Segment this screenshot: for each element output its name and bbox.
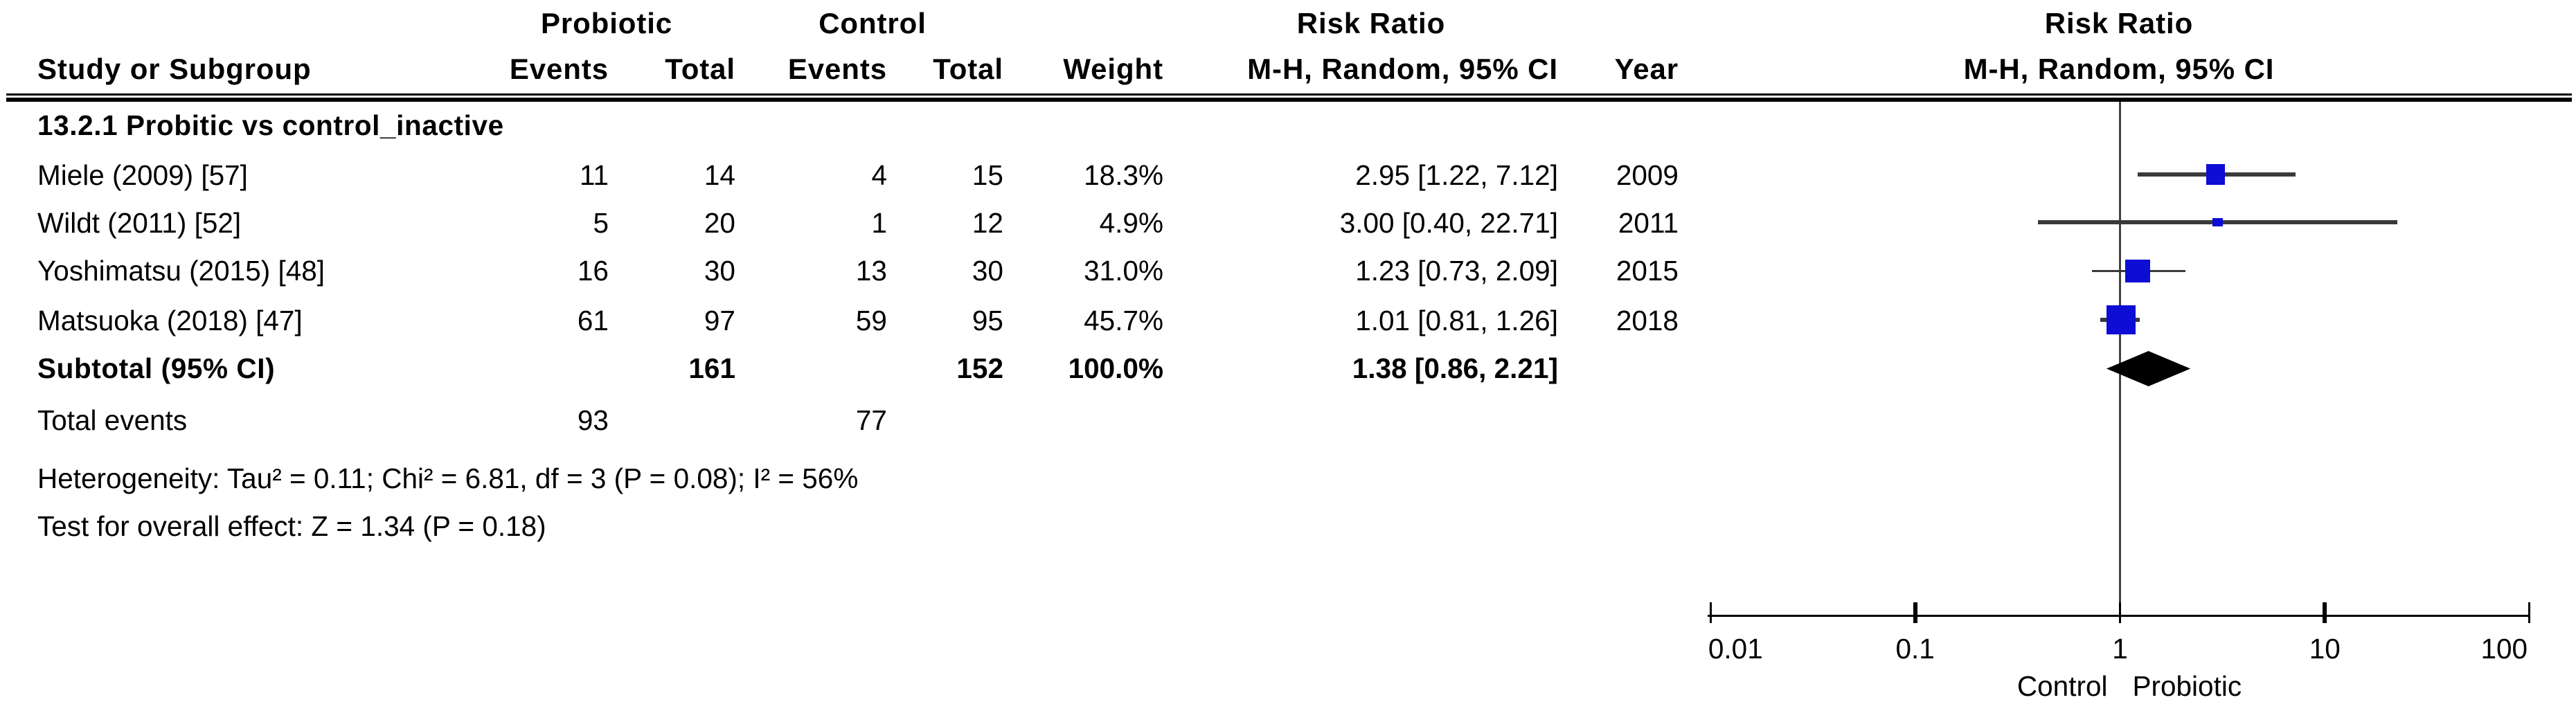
total2-cell: 12 (972, 206, 1003, 238)
total2-cell: 15 (972, 159, 1003, 190)
col-header-effect-title: Risk Ratio (1296, 6, 1446, 39)
effect-square (2212, 217, 2223, 227)
total2-cell: 30 (972, 255, 1003, 287)
axis-tick-label: 0.1 (1895, 633, 1935, 665)
axis-right-label: Probiotic (2132, 671, 2242, 702)
ci-text-cell: 3.00 [0.40, 22.71] (1339, 206, 1558, 238)
heterogeneity-text: Heterogeneity: Tau² = 0.11; Chi² = 6.81,… (37, 462, 859, 494)
total1-cell: 30 (704, 255, 735, 287)
axis-tick (2528, 601, 2532, 622)
col-header-total2: Total (933, 52, 1003, 85)
null-effect-line (2118, 101, 2122, 615)
ci-text-cell: 1.01 [0.81, 1.26] (1355, 304, 1558, 336)
total-events-group2: 77 (855, 405, 887, 436)
subtotal-total2: 152 (956, 352, 1003, 384)
col-header-events1: Events (509, 52, 609, 85)
col-header-events2: Events (787, 52, 887, 85)
total-events-group1: 93 (577, 405, 609, 436)
events1-cell: 16 (577, 255, 609, 287)
events2-cell: 1 (871, 206, 887, 238)
header-divider-line (6, 92, 2572, 102)
year-cell: 2011 (1618, 206, 1679, 238)
plot-header-effect-subtitle: M-H, Random, 95% CI (1963, 52, 2275, 85)
axis-tick-label: 10 (2309, 633, 2341, 665)
col-header-effect-subtitle: M-H, Random, 95% CI (1247, 52, 1558, 85)
study-name-cell: Miele (2009) [57] (37, 159, 248, 190)
weight-cell: 31.0% (1084, 255, 1163, 287)
events1-cell: 61 (577, 304, 609, 336)
subgroup-heading: 13.2.1 Probitic vs control_inactive (37, 109, 504, 141)
ci-text-cell: 2.95 [1.22, 7.12] (1355, 159, 1558, 190)
weight-cell: 18.3% (1084, 159, 1163, 190)
year-cell: 2015 (1616, 255, 1679, 287)
col-header-study: Study or Subgroup (37, 52, 312, 85)
overall-effect-text: Test for overall effect: Z = 1.34 (P = 0… (37, 511, 546, 542)
col-header-group2: Control (819, 6, 927, 39)
axis-left-label: Control (2016, 671, 2108, 702)
effect-square (2106, 305, 2136, 335)
axis-tick (2323, 601, 2327, 622)
subtotal-diamond-shape (2107, 350, 2191, 386)
total2-cell: 95 (972, 304, 1003, 336)
total1-cell: 20 (704, 206, 735, 238)
col-header-weight: Weight (1063, 52, 1163, 85)
ci-text-cell: 1.23 [0.73, 2.09] (1355, 255, 1558, 287)
events2-cell: 13 (855, 255, 887, 287)
weight-cell: 45.7% (1084, 304, 1163, 336)
subtotal-ci-text: 1.38 [0.86, 2.21] (1352, 352, 1558, 384)
effect-square (2206, 165, 2226, 184)
total1-cell: 14 (704, 159, 735, 190)
plot-header-effect-title: Risk Ratio (2044, 6, 2194, 39)
events2-cell: 4 (871, 159, 887, 190)
total1-cell: 97 (704, 304, 735, 336)
axis-tick (2118, 601, 2122, 622)
year-cell: 2009 (1616, 159, 1679, 190)
col-header-group1: Probiotic (540, 6, 673, 39)
subtotal-diamond (2107, 350, 2191, 386)
col-header-year: Year (1614, 52, 1679, 85)
total-events-label: Total events (37, 405, 188, 436)
axis-tick-label: 100 (2480, 633, 2528, 665)
year-cell: 2018 (1616, 304, 1679, 336)
events1-cell: 11 (579, 159, 609, 190)
events1-cell: 5 (593, 206, 609, 238)
subtotal-weight: 100.0% (1068, 352, 1163, 384)
study-name-cell: Wildt (2011) [52] (37, 206, 242, 238)
axis-tick (1913, 601, 1917, 622)
study-name-cell: Yoshimatsu (2015) [48] (37, 255, 325, 287)
axis-tick-label: 0.01 (1708, 633, 1763, 665)
study-name-cell: Matsuoka (2018) [47] (37, 304, 303, 336)
axis-tick (1708, 601, 1712, 622)
col-header-total1: Total (665, 52, 735, 85)
events2-cell: 59 (855, 304, 887, 336)
effect-square (2126, 258, 2151, 284)
axis-tick-label: 1 (2112, 633, 2128, 665)
weight-cell: 4.9% (1099, 206, 1163, 238)
subtotal-label: Subtotal (95% CI) (37, 352, 276, 384)
subtotal-total1: 161 (688, 352, 735, 384)
